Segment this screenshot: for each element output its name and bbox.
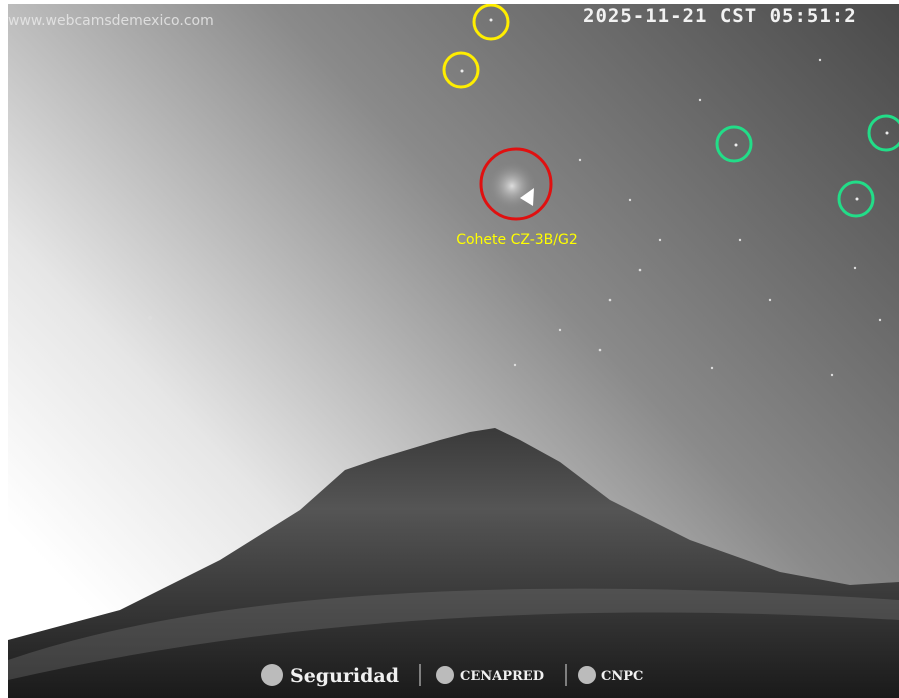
webcam-image: www.webcamsdemexico.com 2025-11-21 CST 0… [0,0,899,698]
annotation: Cohete CZ-3B/G2 [456,232,578,248]
timestamp: 2025-11-21 CST 05:51:2 [583,5,857,27]
watermark: www.webcamsdemexico.com [8,13,214,29]
emblem [436,666,454,684]
logo: Seguridad [290,665,399,687]
emblem [261,664,283,686]
logo: CENAPRED [460,669,544,684]
emblem [578,666,596,684]
logo: CNPC [601,669,643,684]
